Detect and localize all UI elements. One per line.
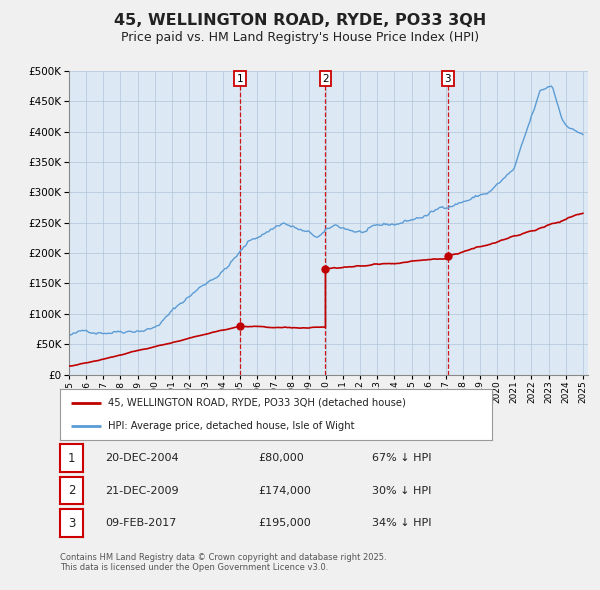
Text: Contains HM Land Registry data © Crown copyright and database right 2025.: Contains HM Land Registry data © Crown c… [60, 553, 386, 562]
Text: 1: 1 [68, 451, 75, 465]
Text: Price paid vs. HM Land Registry's House Price Index (HPI): Price paid vs. HM Land Registry's House … [121, 31, 479, 44]
Text: 45, WELLINGTON ROAD, RYDE, PO33 3QH: 45, WELLINGTON ROAD, RYDE, PO33 3QH [114, 13, 486, 28]
Text: 3: 3 [445, 74, 451, 84]
Text: 45, WELLINGTON ROAD, RYDE, PO33 3QH (detached house): 45, WELLINGTON ROAD, RYDE, PO33 3QH (det… [107, 398, 406, 408]
Text: 3: 3 [68, 516, 75, 530]
Text: £80,000: £80,000 [258, 453, 304, 463]
Text: 09-FEB-2017: 09-FEB-2017 [105, 518, 176, 528]
Text: This data is licensed under the Open Government Licence v3.0.: This data is licensed under the Open Gov… [60, 563, 328, 572]
Text: 1: 1 [236, 74, 243, 84]
Text: 2: 2 [322, 74, 329, 84]
Text: 21-DEC-2009: 21-DEC-2009 [105, 486, 179, 496]
Text: £174,000: £174,000 [258, 486, 311, 496]
Text: 2: 2 [68, 484, 75, 497]
Text: 67% ↓ HPI: 67% ↓ HPI [372, 453, 431, 463]
Text: 20-DEC-2004: 20-DEC-2004 [105, 453, 179, 463]
Text: 30% ↓ HPI: 30% ↓ HPI [372, 486, 431, 496]
Text: HPI: Average price, detached house, Isle of Wight: HPI: Average price, detached house, Isle… [107, 421, 354, 431]
Text: 34% ↓ HPI: 34% ↓ HPI [372, 518, 431, 528]
Text: £195,000: £195,000 [258, 518, 311, 528]
